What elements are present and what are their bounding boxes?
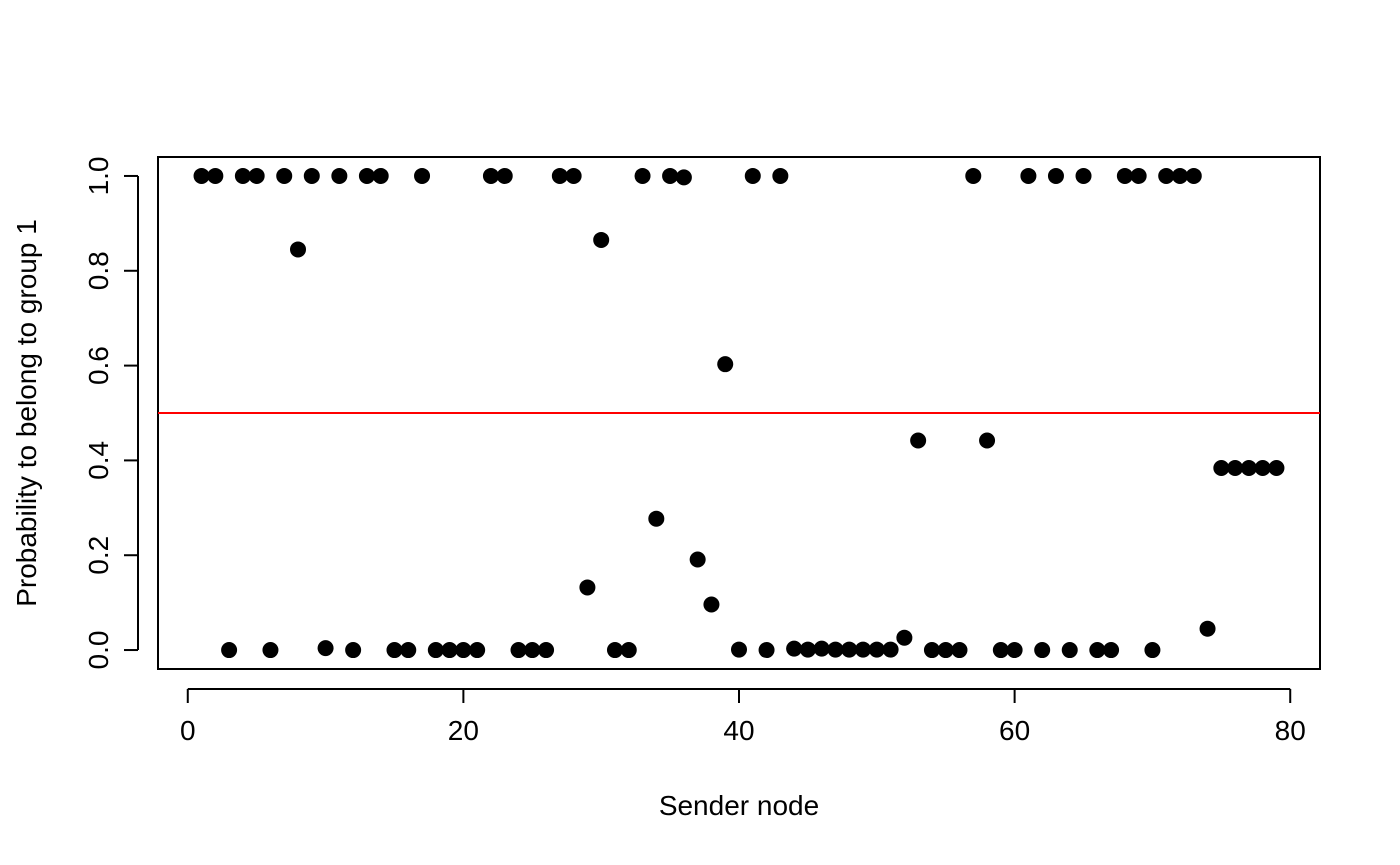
data-point: [1213, 459, 1230, 476]
data-point: [717, 356, 734, 373]
data-point: [469, 642, 486, 659]
data-point: [1171, 167, 1188, 184]
x-tick-label: 0: [180, 715, 196, 746]
data-point: [965, 167, 982, 184]
data-point: [400, 642, 417, 659]
y-axis: 0.0 0.2 0.4 0.6 0.8 1.0: [83, 156, 139, 670]
data-point: [827, 641, 844, 658]
data-point: [882, 641, 899, 658]
data-point: [1130, 167, 1147, 184]
data-point: [910, 432, 927, 449]
data-point: [772, 167, 789, 184]
data-point: [1240, 459, 1257, 476]
data-point: [813, 640, 830, 657]
data-point: [1061, 642, 1078, 659]
x-tick-label: 60: [999, 715, 1030, 746]
data-point: [427, 642, 444, 659]
data-points: [193, 167, 1285, 659]
data-point: [414, 167, 431, 184]
data-point: [358, 167, 375, 184]
data-point: [841, 641, 858, 658]
data-point: [1254, 459, 1271, 476]
data-point: [799, 641, 816, 658]
data-point: [565, 167, 582, 184]
data-point: [276, 167, 293, 184]
data-point: [937, 642, 954, 659]
data-point: [1034, 642, 1051, 659]
data-point: [731, 641, 747, 658]
data-point: [234, 167, 251, 184]
data-point: [207, 167, 224, 184]
data-point: [262, 642, 279, 659]
data-point: [1089, 642, 1106, 659]
data-point: [744, 167, 761, 184]
data-point: [593, 231, 610, 248]
data-point: [1006, 642, 1023, 659]
data-point: [648, 510, 665, 527]
data-point: [1020, 167, 1037, 184]
y-tick-label: 0.4: [83, 441, 114, 480]
data-point: [1199, 620, 1216, 637]
data-point: [689, 551, 706, 568]
data-point: [923, 642, 940, 659]
data-point: [579, 579, 596, 596]
data-point: [1116, 167, 1133, 184]
data-point: [606, 642, 623, 659]
data-point: [345, 642, 362, 659]
data-point: [675, 169, 692, 186]
data-point: [951, 642, 968, 659]
y-tick-label: 0.2: [83, 536, 114, 575]
data-point: [372, 167, 389, 184]
data-point: [992, 642, 1009, 659]
data-point: [496, 167, 513, 184]
data-point: [441, 642, 458, 659]
data-point: [510, 642, 527, 659]
x-axis-label: Sender node: [659, 790, 819, 821]
x-tick-label: 40: [723, 715, 754, 746]
data-point: [482, 167, 499, 184]
data-point: [634, 167, 651, 184]
y-tick-label: 0.6: [83, 346, 114, 385]
x-tick-label: 20: [448, 715, 479, 746]
data-point: [786, 640, 803, 657]
data-point: [290, 241, 307, 258]
data-point: [1268, 459, 1285, 476]
data-point: [896, 629, 913, 646]
data-point: [386, 642, 403, 659]
data-point: [868, 641, 885, 658]
data-point: [1047, 167, 1064, 184]
data-point: [193, 167, 210, 184]
data-point: [979, 432, 996, 449]
data-point: [1227, 459, 1244, 476]
data-point: [662, 167, 679, 184]
y-tick-label: 0.0: [83, 631, 114, 670]
data-point: [317, 640, 334, 657]
data-point: [1075, 167, 1092, 184]
data-point: [1103, 642, 1120, 659]
y-tick-label: 1.0: [83, 156, 114, 195]
data-point: [1185, 167, 1202, 184]
data-point: [303, 167, 320, 184]
data-point: [524, 642, 541, 659]
x-axis: 0 20 40 60 80: [180, 688, 1306, 746]
data-point: [455, 642, 472, 659]
y-tick-label: 0.8: [83, 251, 114, 290]
data-point: [620, 642, 637, 659]
x-tick-label: 80: [1275, 715, 1306, 746]
data-point: [248, 167, 265, 184]
data-point: [538, 642, 555, 659]
data-point: [855, 641, 872, 658]
y-axis-label: Probability to belong to group 1: [11, 219, 42, 607]
data-point: [221, 642, 238, 659]
data-point: [551, 167, 568, 184]
data-point: [1144, 642, 1161, 659]
data-point: [703, 596, 720, 613]
data-point: [1158, 167, 1175, 184]
data-point: [758, 642, 775, 659]
data-point: [331, 167, 348, 184]
